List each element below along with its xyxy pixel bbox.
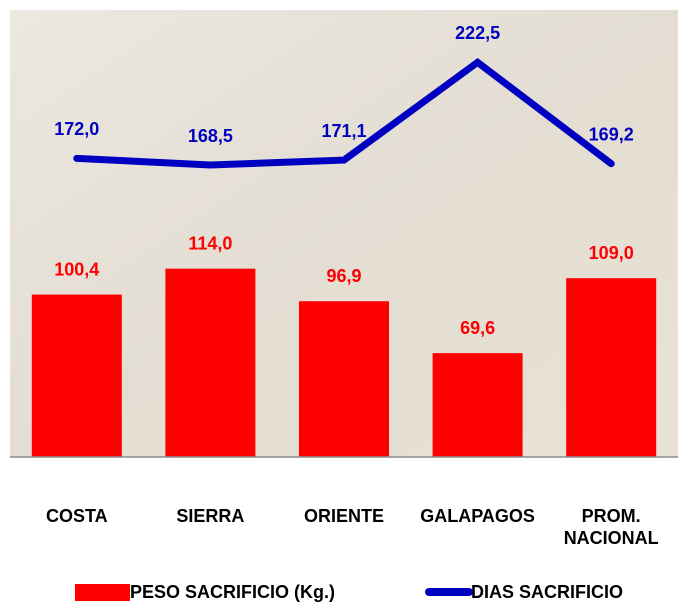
bar: [299, 301, 389, 457]
x-tick-label: SIERRA: [145, 505, 275, 527]
x-tick-label: PROM. NACIONAL: [546, 505, 676, 549]
chart: 100,4 114,0 96,9 69,6 109,0 172,0 168,5 171,1 22…: [0, 0, 678, 603]
x-tick-label: ORIENTE: [279, 505, 409, 527]
line-value-label: 222,5: [455, 23, 500, 43]
bar: [32, 295, 122, 457]
bar-value-label: 114,0: [188, 233, 232, 253]
bar-value-label: 109,0: [589, 243, 634, 263]
line-value-label: 168,5: [188, 126, 233, 146]
bar: [165, 269, 255, 457]
bar: [433, 353, 523, 457]
bar-value-label: 96,9: [326, 266, 361, 286]
x-tick-label: GALAPAGOS: [413, 505, 543, 527]
bar-value-label: 69,6: [460, 318, 495, 338]
line-value-label: 171,1: [321, 121, 366, 141]
legend-label: PESO SACRIFICIO (Kg.): [130, 582, 335, 602]
bar: [566, 278, 656, 457]
legend-label: DIAS SACRIFICIO: [471, 582, 623, 602]
line-value-label: 172,0: [54, 119, 99, 139]
x-tick-label: COSTA: [12, 505, 142, 527]
legend-swatch: [75, 584, 130, 601]
bar-value-label: 100,4: [54, 259, 99, 279]
line-value-label: 169,2: [589, 124, 634, 144]
